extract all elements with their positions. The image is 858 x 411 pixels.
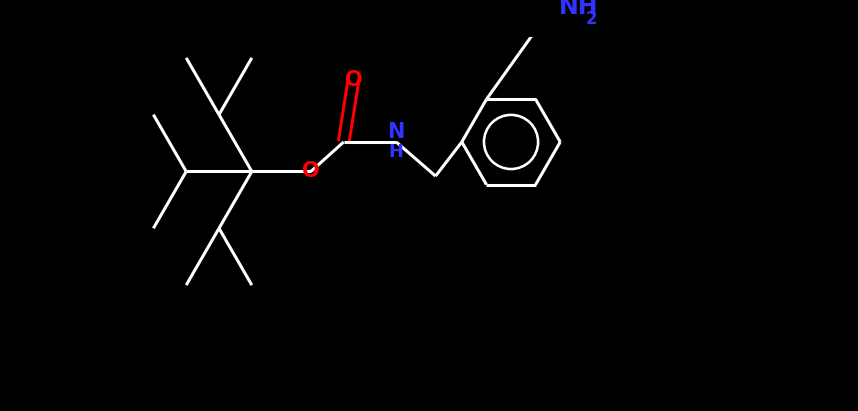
Text: H: H <box>389 143 403 161</box>
Text: O: O <box>345 69 362 90</box>
Text: NH: NH <box>559 0 598 19</box>
Text: O: O <box>302 162 320 182</box>
Text: N: N <box>388 122 405 142</box>
Text: 2: 2 <box>586 10 597 28</box>
